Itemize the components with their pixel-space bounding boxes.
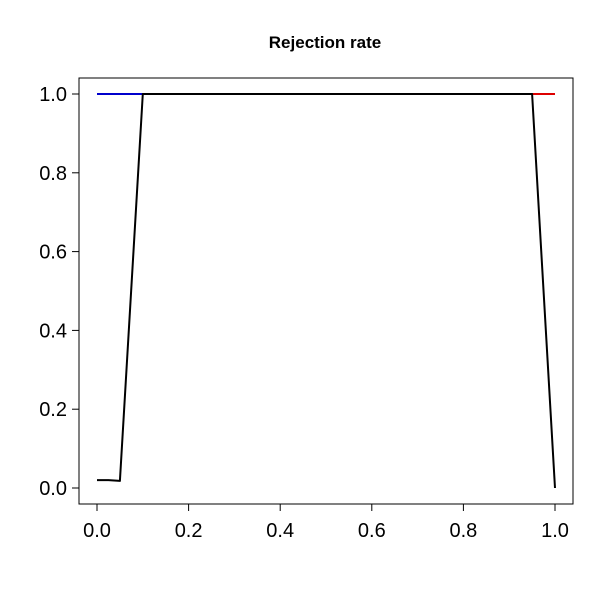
x-tick-label: 1.0 <box>541 520 569 542</box>
y-axis: 0.0 0.2 0.4 0.6 0.8 1.0 <box>39 84 80 500</box>
series-line-2 <box>97 93 556 489</box>
x-tick-label: 0.8 <box>449 520 477 542</box>
x-tick-label: 0.0 <box>83 520 111 542</box>
y-tick-label: 0.6 <box>39 242 67 264</box>
x-tick-label: 0.6 <box>358 520 386 542</box>
y-tick-label: 0.2 <box>39 399 67 421</box>
y-tick-label: 0.8 <box>39 163 67 185</box>
x-axis: 0.0 0.2 0.4 0.6 0.8 1.0 <box>83 503 569 542</box>
x-tick-label: 0.2 <box>175 520 203 542</box>
plot-frame <box>78 77 574 505</box>
y-tick-label: 0.4 <box>39 320 67 342</box>
x-tick-label: 0.4 <box>266 520 294 542</box>
y-tick-label: 0.0 <box>39 478 67 500</box>
series-layer <box>97 93 556 489</box>
y-tick-label: 1.0 <box>39 84 67 106</box>
chart-title: Rejection rate <box>269 33 381 52</box>
